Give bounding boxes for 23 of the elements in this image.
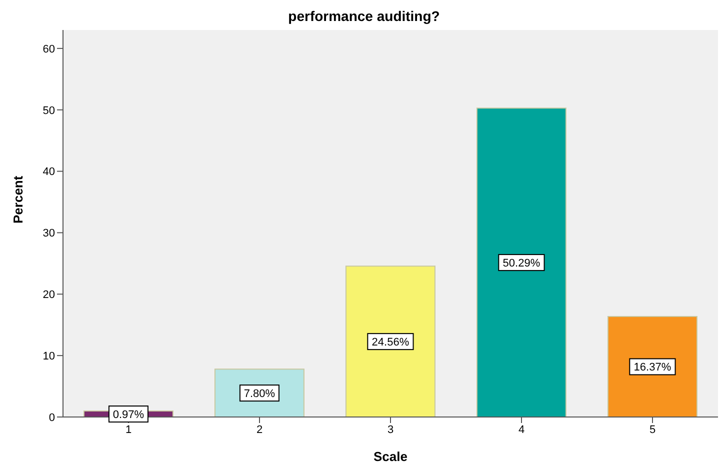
y-tick-label: 50 [42, 104, 55, 117]
bar [607, 316, 698, 417]
x-tick-label: 1 [125, 424, 132, 436]
bar [476, 108, 566, 417]
x-tick-label: 5 [649, 424, 656, 436]
x-tick-label: 4 [518, 424, 525, 436]
y-tick-label: 20 [42, 289, 55, 302]
data-label: 7.80% [244, 388, 276, 400]
y-tick-label: 30 [42, 228, 55, 240]
data-label: 24.56% [372, 336, 410, 349]
y-axis-title: Percent [10, 175, 26, 224]
data-label: 0.97% [112, 409, 144, 422]
x-tick-label: 2 [256, 424, 263, 436]
x-tick-label: 3 [387, 424, 394, 436]
x-axis-title: Scale [374, 449, 408, 464]
y-tick-label: 10 [42, 350, 55, 362]
y-tick-label: 60 [42, 43, 55, 56]
y-tick-label: 40 [42, 166, 55, 178]
chart-title: performance auditing? [287, 8, 441, 24]
bar [345, 266, 436, 417]
data-label: 16.37% [634, 362, 672, 374]
data-label: 50.29% [502, 258, 540, 270]
y-tick-label: 0 [48, 412, 55, 424]
